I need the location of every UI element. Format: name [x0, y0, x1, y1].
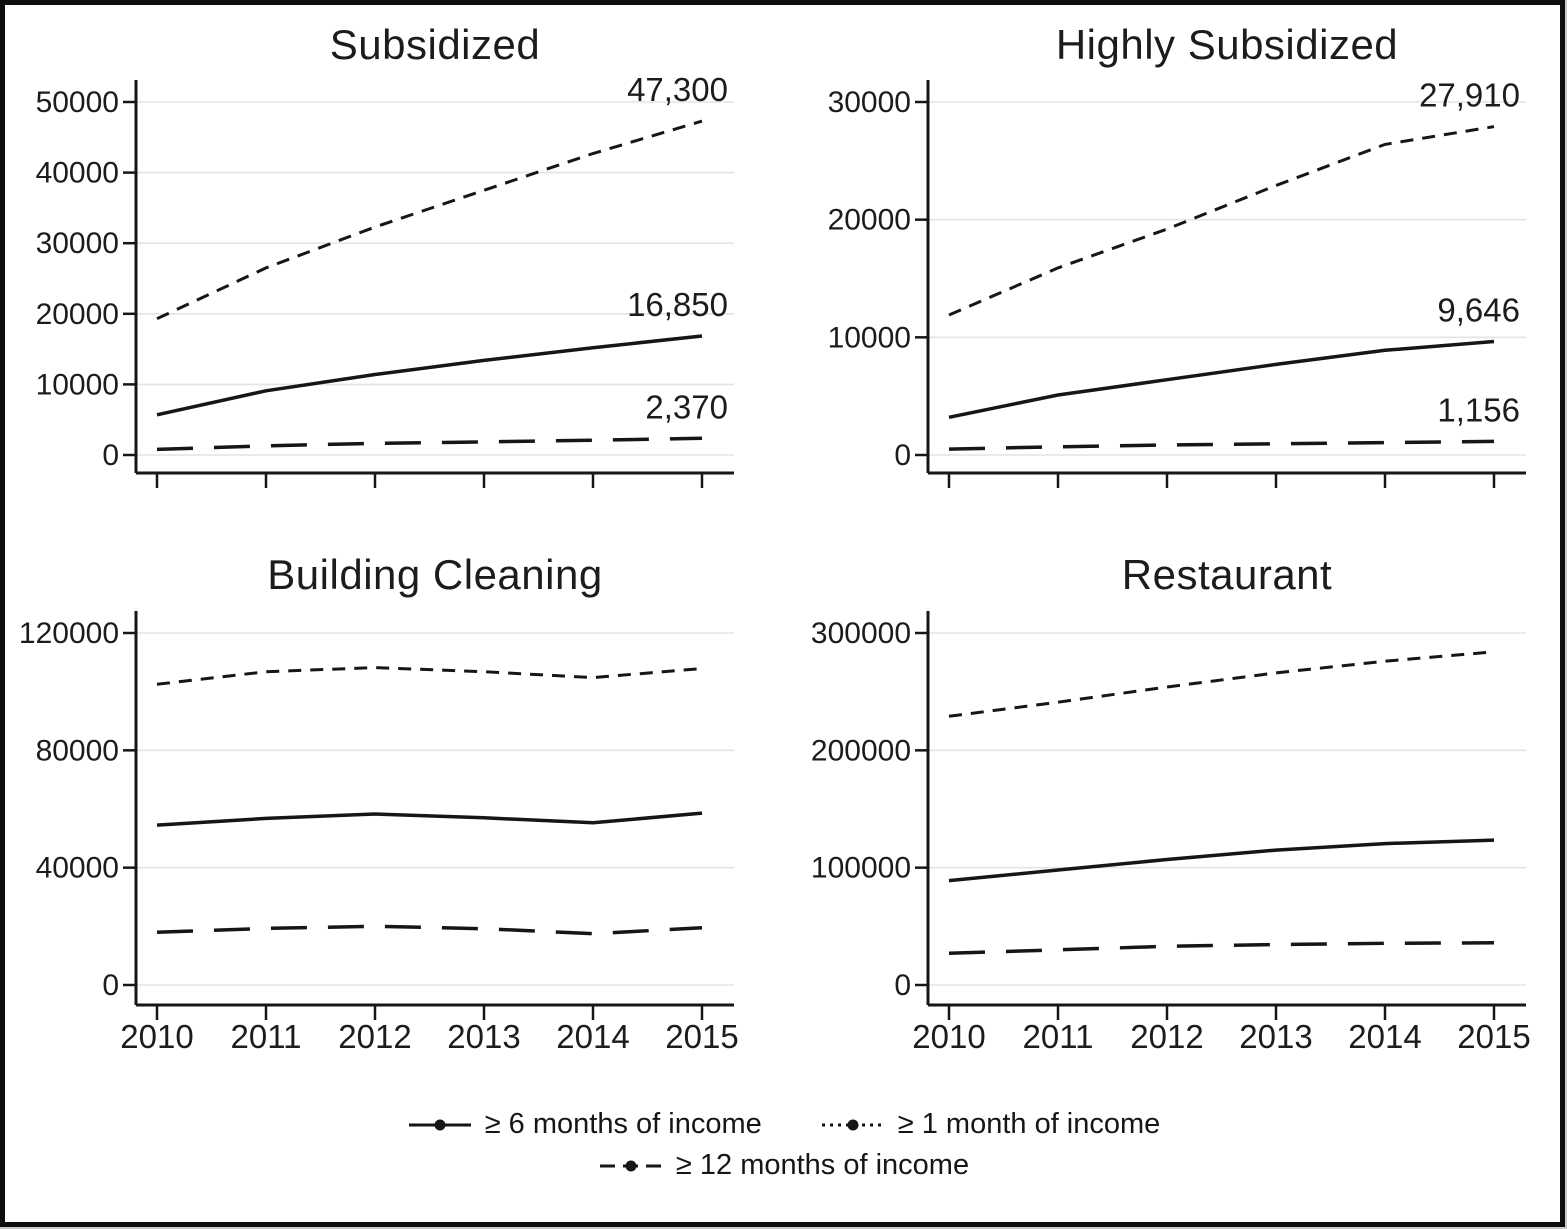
- y-tick-label: 300000: [811, 617, 911, 650]
- y-tick-label: 20000: [828, 204, 911, 237]
- x-tick-label: 2010: [120, 1018, 193, 1055]
- x-tick-label: 2013: [1239, 1018, 1312, 1055]
- x-tick-label: 2011: [231, 1018, 302, 1055]
- chart-title-building-cleaning: Building Cleaning: [267, 551, 603, 598]
- y-tick-label: 80000: [36, 734, 119, 767]
- y-tick-label: 0: [894, 969, 911, 1002]
- legend-key-dotted-line-icon: [821, 1119, 884, 1130]
- y-tick-label: 30000: [828, 86, 911, 119]
- legend-key-longdash-line-icon: [599, 1160, 662, 1171]
- y-tick-label: 20000: [36, 298, 119, 331]
- series-line-solid: [156, 811, 703, 827]
- legend-item-12-months: ≥ 12 months of income: [598, 1149, 969, 1182]
- x-tick-label: 2010: [912, 1018, 985, 1055]
- y-tick-label: 40000: [36, 157, 119, 190]
- legend-label-1-month: ≥ 1 month of income: [897, 1108, 1161, 1140]
- series-end-label: 9,646: [1437, 291, 1520, 328]
- plot-building-cleaning: 0 40000 80000 120000 2010 2011 2012 2013 2014 201…: [19, 611, 739, 1055]
- series-line-longdash: [948, 941, 1495, 956]
- chart-title-subsidized: Subsidized: [329, 21, 541, 68]
- series-line-longdash: [156, 924, 703, 936]
- x-tick-label: 2011: [1023, 1018, 1094, 1055]
- y-tick-label: 30000: [36, 227, 119, 260]
- y-tick-label: 0: [102, 969, 119, 1002]
- x-tick-label: 2014: [556, 1018, 629, 1055]
- legend: ≥ 6 months of income ≥ 1 month of income…: [0, 1108, 1567, 1182]
- y-tick-label: 120000: [19, 617, 119, 650]
- y-tick-label: 10000: [36, 368, 119, 401]
- x-tick-label: 2015: [665, 1018, 738, 1055]
- series-end-label: 1,156: [1437, 391, 1520, 428]
- legend-key-solid-line-icon: [408, 1119, 471, 1130]
- y-tick-label: 10000: [828, 321, 911, 354]
- x-tick-label: 2015: [1457, 1018, 1530, 1055]
- y-tick-label: 0: [894, 439, 911, 472]
- series-line-longdash: [156, 436, 703, 452]
- series-line-longdash: [948, 439, 1495, 451]
- y-tick-label: 0: [102, 439, 119, 472]
- legend-label-12-months: ≥ 12 months of income: [675, 1149, 970, 1181]
- series-line-shortdash: [948, 125, 1495, 317]
- chart-title-restaurant: Restaurant: [1121, 551, 1333, 598]
- series-line-shortdash: [948, 650, 1495, 718]
- series-end-label: 27,910: [1419, 77, 1520, 114]
- series-end-label: 47,300: [627, 71, 728, 108]
- outer-edge-bottom: [0, 1227, 1567, 1229]
- plot-highly-subsidized: 0 10000 20000 30000 27,910 9,646 1,156: [828, 77, 1526, 488]
- y-tick-label: 200000: [811, 734, 911, 767]
- legend-item-1-month: ≥ 1 month of income: [820, 1108, 1161, 1141]
- series-line-shortdash: [156, 119, 703, 321]
- y-tick-label: 100000: [811, 852, 911, 885]
- legend-row-1: ≥ 6 months of income ≥ 1 month of income: [0, 1108, 1567, 1141]
- series-line-solid: [156, 334, 703, 417]
- legend-item-6-months: ≥ 6 months of income: [407, 1108, 762, 1141]
- chart-title-highly-subsidized: Highly Subsidized: [1055, 21, 1399, 68]
- y-tick-label: 40000: [36, 852, 119, 885]
- x-tick-label: 2012: [1130, 1018, 1203, 1055]
- y-tick-label: 50000: [36, 86, 119, 119]
- legend-row-2: ≥ 12 months of income: [0, 1149, 1567, 1182]
- series-line-solid: [948, 838, 1495, 883]
- x-tick-label: 2012: [338, 1018, 411, 1055]
- series-line-solid: [948, 339, 1495, 420]
- legend-label-6-months: ≥ 6 months of income: [484, 1108, 762, 1140]
- plot-restaurant: 0 100000 200000 300000 2010 2011 2012 2013 2014 2…: [811, 611, 1531, 1055]
- x-tick-label: 2014: [1348, 1018, 1421, 1055]
- outer-edge-right: [1565, 0, 1567, 1229]
- series-end-label: 2,370: [645, 388, 728, 425]
- plot-subsidized: 0 10000 20000 30000 40000 50000 47,300 16,850 2,…: [36, 71, 734, 488]
- x-tick-label: 2013: [447, 1018, 520, 1055]
- series-line-shortdash: [156, 666, 703, 686]
- series-end-label: 16,850: [627, 286, 728, 323]
